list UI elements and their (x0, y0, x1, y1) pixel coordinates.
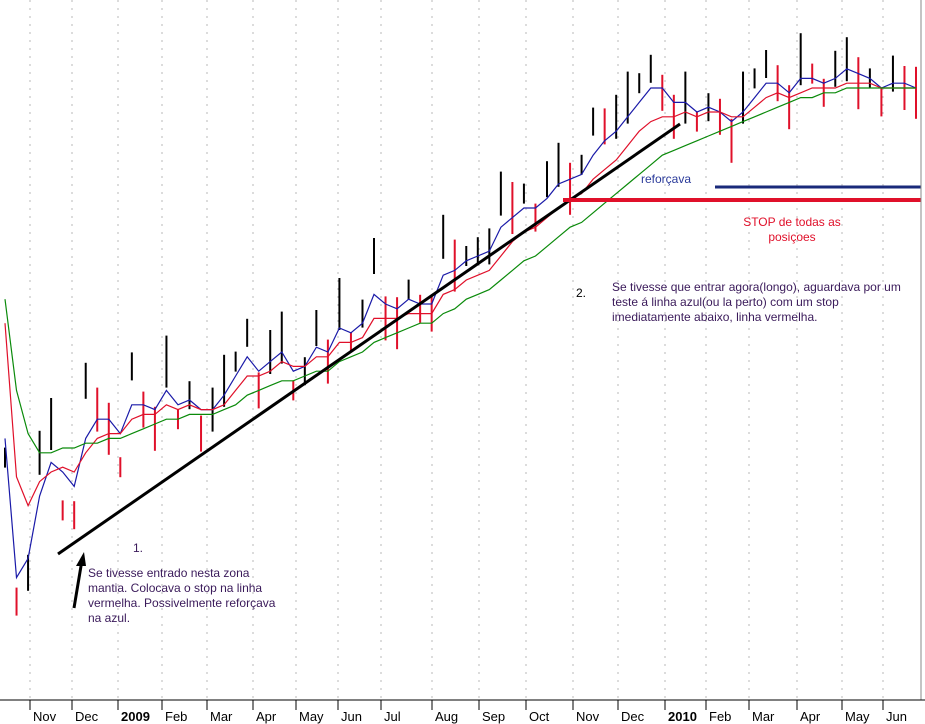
x-tick-label-8: Jul (384, 709, 401, 724)
arrow-head (76, 552, 86, 566)
x-tick-label-16: Mar (752, 709, 775, 724)
x-tick-label-9: Aug (435, 709, 458, 724)
x-tick-label-3: Feb (165, 709, 187, 724)
x-tick-label-18: May (845, 709, 870, 724)
x-tick-label-0: Nov (33, 709, 57, 724)
x-tick-label-7: Jun (341, 709, 362, 724)
x-tick-label-12: Nov (576, 709, 600, 724)
label-stop: STOP de todas as posiçoes (743, 215, 841, 244)
x-tick-label-17: Apr (800, 709, 821, 724)
ma-line-1 (4, 82, 916, 508)
ma-line-0 (4, 68, 917, 580)
annotation-entry-now: Se tivesse que entrar agora(longo), agua… (612, 280, 901, 324)
arrow-shaft (72, 559, 84, 609)
moving-averages (4, 68, 917, 580)
x-tick-label-11: Oct (529, 709, 550, 724)
x-tick-label-1: Dec (75, 709, 99, 724)
x-tick-label-14: 2010 (668, 709, 697, 724)
x-tick-label-13: Dec (621, 709, 645, 724)
marker-2: 2. (576, 286, 587, 300)
uptrend-line (57, 122, 681, 556)
x-tick-label-5: Apr (256, 709, 277, 724)
x-tick-label-4: Mar (210, 709, 233, 724)
x-tick-label-2: 2009 (121, 709, 150, 724)
x-tick-label-10: Sep (482, 709, 505, 724)
annotation-entry-zone: Se tivesse entrado nesta zona mantia. Co… (88, 566, 276, 625)
marker-1: 1. (133, 541, 144, 555)
x-axis-ticks: Nov Dec 2009 Feb Mar Apr May Jun Jul Aug Sep Oct Nov… (29, 700, 907, 724)
ma-line-2 (4, 87, 916, 454)
label-reforcava: reforçava (641, 172, 692, 186)
x-tick-label-19: Jun (886, 709, 907, 724)
x-tick-label-6: May (299, 709, 324, 724)
x-tick-label-15: Feb (709, 709, 731, 724)
